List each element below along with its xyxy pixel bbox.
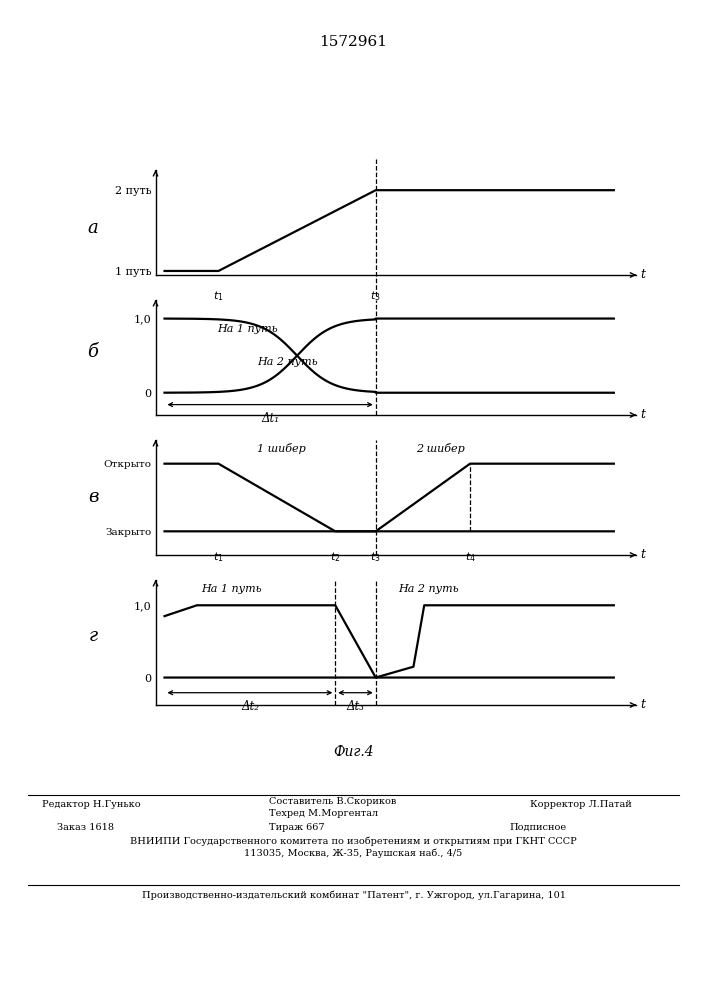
Text: Производственно-издательский комбинат "Патент", г. Ужгород, ул.Гагарина, 101: Производственно-издательский комбинат "П… — [141, 891, 566, 900]
Text: Техред М.Моргентал: Техред М.Моргентал — [269, 809, 378, 818]
Text: $t_3$: $t_3$ — [370, 289, 381, 303]
Text: 2 шибер: 2 шибер — [416, 442, 465, 454]
Text: На 2 путь: На 2 путь — [398, 584, 459, 594]
Text: Тираж 667: Тираж 667 — [269, 823, 325, 832]
Text: Редактор Н.Гунько: Редактор Н.Гунько — [42, 800, 141, 809]
Text: Δt₃: Δt₃ — [346, 700, 365, 713]
Text: а: а — [88, 219, 98, 237]
Text: б: б — [88, 343, 98, 361]
Text: $t_4$: $t_4$ — [464, 550, 476, 564]
Text: ВНИИПИ Государственного комитета по изобретениям и открытиям при ГКНТ СССР: ВНИИПИ Государственного комитета по изоб… — [130, 836, 577, 846]
Text: $t_1$: $t_1$ — [213, 550, 223, 564]
Text: Подписное: Подписное — [509, 823, 566, 832]
Text: t: t — [641, 268, 645, 281]
Text: в: в — [88, 488, 98, 506]
Text: На 2 путь: На 2 путь — [257, 357, 318, 367]
Text: t: t — [641, 408, 645, 421]
Text: t: t — [641, 548, 645, 562]
Text: 1572961: 1572961 — [320, 35, 387, 49]
Text: t: t — [641, 698, 645, 712]
Text: $t_2$: $t_2$ — [330, 550, 341, 564]
Text: 1 шибер: 1 шибер — [257, 442, 305, 454]
Text: 113035, Москва, Ж-35, Раушская наб., 4/5: 113035, Москва, Ж-35, Раушская наб., 4/5 — [245, 849, 462, 858]
Text: $t_3$: $t_3$ — [370, 550, 381, 564]
Text: Составитель В.Скориков: Составитель В.Скориков — [269, 797, 396, 806]
Text: Корректор Л.Патай: Корректор Л.Патай — [530, 800, 632, 809]
Text: На 1 путь: На 1 путь — [218, 324, 278, 334]
Text: Фиг.4: Фиг.4 — [333, 745, 374, 759]
Text: Заказ 1618: Заказ 1618 — [57, 823, 114, 832]
Text: $t_1$: $t_1$ — [213, 289, 223, 303]
Text: На 1 путь: На 1 путь — [201, 584, 262, 594]
Text: Δt₂: Δt₂ — [241, 700, 259, 713]
Text: Δt₁: Δt₁ — [261, 412, 279, 425]
Text: г: г — [88, 627, 98, 645]
